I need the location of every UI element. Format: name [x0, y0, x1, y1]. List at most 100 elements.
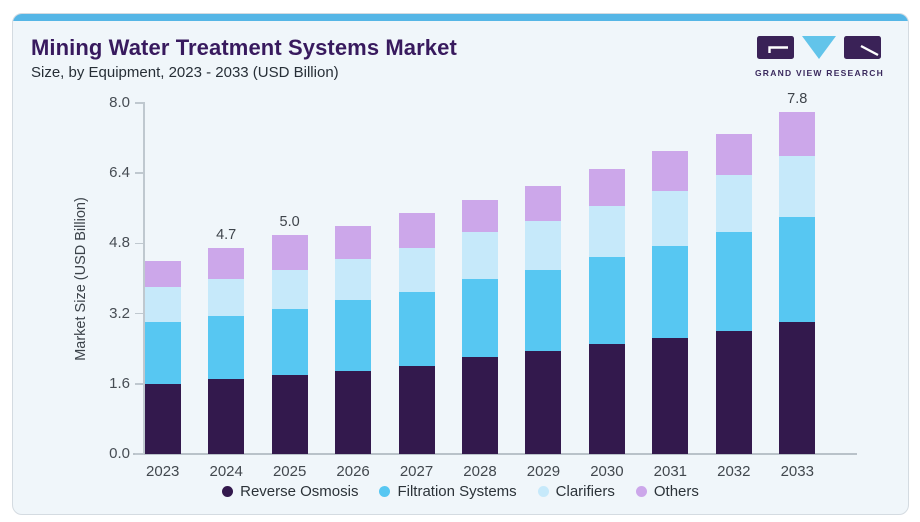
x-tick-label: 2033: [780, 463, 814, 480]
legend-label: Filtration Systems: [397, 483, 517, 500]
x-tick-label: 2028: [463, 463, 497, 480]
legend-item-others[interactable]: Others: [635, 483, 699, 500]
bar-segment-clarifiers[interactable]: [715, 175, 752, 233]
bar-segment-reverse-osmosis[interactable]: [715, 331, 752, 454]
y-tick-label: 0.0: [109, 445, 130, 462]
gvr-logo-caption: GRAND VIEW RESEARCH: [754, 68, 884, 78]
y-tick-label: 6.4: [109, 164, 130, 182]
bar-segment-others[interactable]: [271, 234, 308, 270]
bar-segment-filtration-systems[interactable]: [588, 256, 625, 345]
x-tick-label: 2023: [146, 463, 180, 480]
bar-group-2030: 2030: [575, 103, 638, 480]
bar-segment-filtration-systems[interactable]: [144, 322, 181, 384]
legend-swatch: [379, 486, 391, 497]
bar-segment-reverse-osmosis[interactable]: [271, 375, 308, 454]
bar-segment-others[interactable]: [779, 111, 816, 156]
bar-group-2028: 2028: [448, 103, 511, 480]
bar-segment-filtration-systems[interactable]: [208, 315, 245, 380]
y-tick: [135, 102, 144, 104]
chart-header: Mining Water Treatment Systems Market Si…: [31, 35, 457, 81]
bar-total-label: 5.0: [279, 213, 300, 230]
bar-total-label: 4.7: [216, 226, 237, 243]
bar-segment-filtration-systems[interactable]: [715, 232, 752, 332]
legend-label: Others: [653, 483, 699, 500]
bar-segment-reverse-osmosis[interactable]: [461, 357, 498, 454]
y-tick: [135, 242, 144, 245]
bar-segment-clarifiers[interactable]: [208, 278, 245, 316]
x-tick-label: 2027: [399, 463, 434, 480]
bar-segment-filtration-systems[interactable]: [271, 309, 308, 376]
bar-group-2031: 2031: [639, 103, 702, 480]
bar-total-label: 7.8: [787, 90, 808, 107]
bar-segment-others[interactable]: [398, 212, 435, 248]
legend-swatch: [537, 486, 549, 497]
bar-segment-others[interactable]: [525, 186, 562, 222]
bar-group-2027: 2027: [385, 103, 448, 480]
bar-segment-clarifiers[interactable]: [461, 232, 498, 279]
y-tick-label: 8.0: [109, 94, 130, 111]
y-tick: [135, 383, 144, 385]
bar-group-2032: 2032: [702, 103, 765, 480]
bar-segment-reverse-osmosis[interactable]: [208, 379, 245, 454]
bar-segment-clarifiers[interactable]: [335, 258, 372, 301]
bar-segment-others[interactable]: [144, 260, 181, 288]
legend-swatch: [635, 486, 647, 497]
page-title: Mining Water Treatment Systems Market: [31, 35, 457, 60]
y-tick: [135, 453, 144, 455]
bar-group-2033: 7.8 2033: [766, 91, 829, 480]
y-axis-line: [143, 102, 145, 454]
bar-segment-reverse-osmosis[interactable]: [525, 350, 562, 454]
legend-label: Reverse Osmosis: [240, 483, 359, 500]
bar-segment-filtration-systems[interactable]: [398, 291, 435, 367]
card-top-stripe: [13, 14, 908, 21]
legend-swatch: [222, 486, 234, 497]
bar-segment-clarifiers[interactable]: [779, 155, 816, 218]
chart-card: Mining Water Treatment Systems Market Si…: [12, 13, 909, 515]
bar-segment-filtration-systems[interactable]: [652, 245, 689, 338]
bar-segment-clarifiers[interactable]: [144, 287, 181, 323]
bar-segment-others[interactable]: [461, 199, 498, 233]
y-tick-label: 3.2: [109, 304, 130, 322]
y-tick: [135, 172, 144, 174]
y-tick-label: 4.8: [109, 234, 130, 252]
bar-group-2023: 2023: [131, 103, 194, 480]
bar-segment-others[interactable]: [588, 168, 625, 207]
y-tick: [135, 312, 144, 315]
bar-segment-others[interactable]: [208, 247, 245, 279]
bar-segment-clarifiers[interactable]: [652, 190, 689, 246]
bar-segment-others[interactable]: [652, 151, 689, 191]
bar-segment-others[interactable]: [335, 225, 372, 259]
legend-item-filtration-systems[interactable]: Filtration Systems: [379, 483, 517, 500]
bar-segment-others[interactable]: [715, 133, 752, 176]
bar-segment-clarifiers[interactable]: [271, 269, 308, 310]
x-tick-label: 2031: [653, 463, 688, 480]
bar-segment-clarifiers[interactable]: [588, 206, 625, 257]
bar-segment-filtration-systems[interactable]: [525, 269, 562, 351]
plot-area: 2023 4.7 2024 5.0 2025 2026 2027 2028 2029 2030 20…: [131, 91, 829, 480]
legend-label: Clarifiers: [555, 483, 615, 500]
bar-segment-reverse-osmosis[interactable]: [652, 337, 689, 454]
bar-segment-filtration-systems[interactable]: [335, 300, 372, 371]
bar-segment-reverse-osmosis[interactable]: [335, 370, 372, 454]
bar-segment-reverse-osmosis[interactable]: [144, 383, 181, 454]
bar-segment-filtration-systems[interactable]: [461, 278, 498, 358]
y-axis-title: Market Size (USD Billion): [73, 197, 89, 361]
bar-group-2025: 5.0 2025: [258, 103, 321, 480]
chart-legend: Reverse Osmosis Filtration Systems Clarifi…: [13, 483, 908, 500]
bar-segment-reverse-osmosis[interactable]: [779, 322, 816, 454]
bar-segment-reverse-osmosis[interactable]: [588, 344, 625, 454]
bar-segment-clarifiers[interactable]: [525, 221, 562, 270]
bar-segment-clarifiers[interactable]: [398, 247, 435, 292]
x-tick-label: 2029: [526, 463, 561, 480]
legend-item-reverse-osmosis[interactable]: Reverse Osmosis: [222, 483, 358, 500]
x-tick-label: 2030: [590, 463, 624, 480]
gvr-logo: GRAND VIEW RESEARCH: [755, 35, 884, 78]
x-tick-label: 2026: [336, 463, 370, 480]
bar-segment-reverse-osmosis[interactable]: [398, 366, 435, 454]
bar-group-2029: 2029: [512, 103, 575, 480]
x-tick-label: 2024: [209, 463, 243, 480]
x-tick-label: 2032: [717, 463, 751, 480]
legend-item-clarifiers[interactable]: Clarifiers: [537, 483, 615, 500]
page-subtitle: Size, by Equipment, 2023 - 2033 (USD Bil…: [31, 64, 339, 82]
bar-segment-filtration-systems[interactable]: [779, 217, 816, 323]
